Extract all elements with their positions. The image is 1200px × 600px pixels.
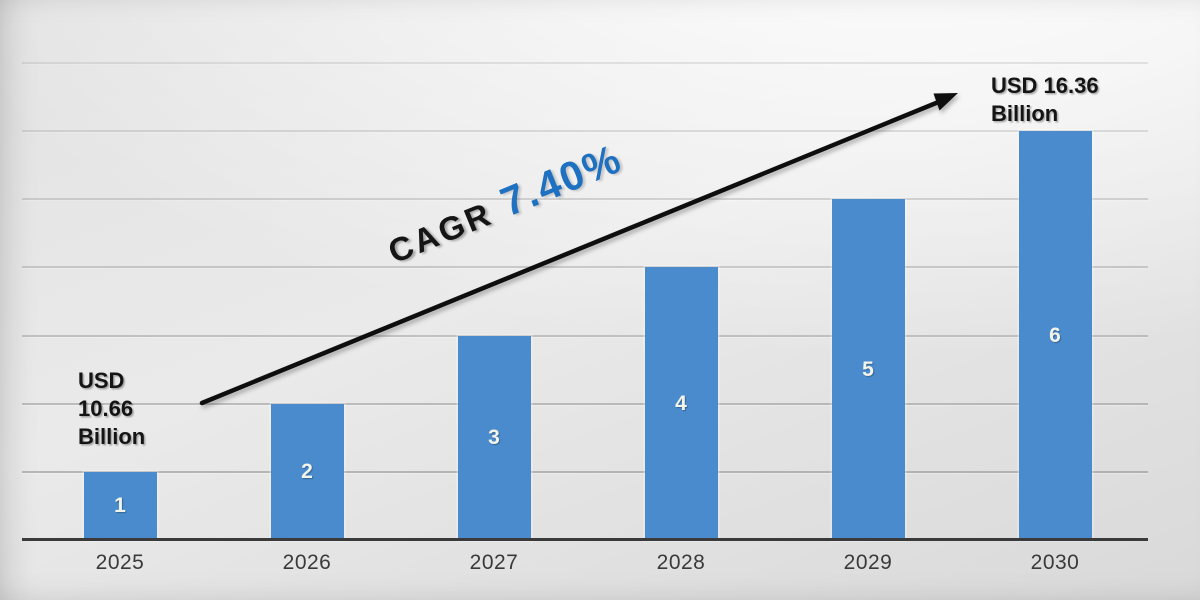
start-value-line3: Billion [78, 424, 146, 449]
x-axis-label-2025: 2025 [95, 551, 145, 574]
bar-2030: 6 [1018, 131, 1092, 540]
x-axis-label-2027: 2027 [469, 551, 519, 574]
bar-value-label-2025: 1 [114, 493, 126, 517]
x-axis-line [22, 538, 1148, 541]
x-axis-label-2028: 2028 [656, 551, 706, 574]
bar-2029: 5 [831, 199, 905, 540]
gridline [22, 130, 1148, 133]
gridline [22, 62, 1148, 64]
bar-2026: 2 [270, 403, 344, 540]
cagr-annotation: CAGR 7.40% [380, 135, 629, 273]
bar-2027: 3 [457, 335, 531, 540]
gridline [22, 402, 1148, 405]
trend-arrow-line [199, 98, 944, 406]
bar-2028: 4 [644, 267, 718, 540]
end-value-line1: USD 16.36 [991, 73, 1099, 98]
cagr-label: CAGR [382, 194, 498, 271]
bar-value-label-2028: 4 [675, 391, 687, 415]
x-axis-label-2029: 2029 [843, 551, 893, 574]
trend-arrow-head-icon [933, 93, 958, 111]
x-axis-label-2030: 2030 [1030, 551, 1080, 574]
gridline [22, 198, 1148, 201]
cagr-value: 7.40% [494, 134, 629, 226]
bar-value-label-2029: 5 [862, 357, 874, 381]
start-value-line1: USD [78, 368, 125, 393]
gridline [22, 266, 1148, 269]
start-value-line2: 10.66 [78, 396, 134, 421]
bar-2025: 1 [83, 471, 157, 540]
bar-value-label-2030: 6 [1049, 323, 1061, 347]
start-value-label: USD 10.66 Billion [78, 367, 145, 451]
end-value-label: USD 16.36 Billion [991, 72, 1099, 128]
bar-value-label-2027: 3 [488, 425, 500, 449]
gridline [22, 334, 1148, 337]
gridline [22, 470, 1148, 473]
bar-value-label-2026: 2 [301, 459, 313, 483]
end-value-line2: Billion [991, 101, 1059, 126]
x-axis-label-2026: 2026 [282, 551, 332, 574]
